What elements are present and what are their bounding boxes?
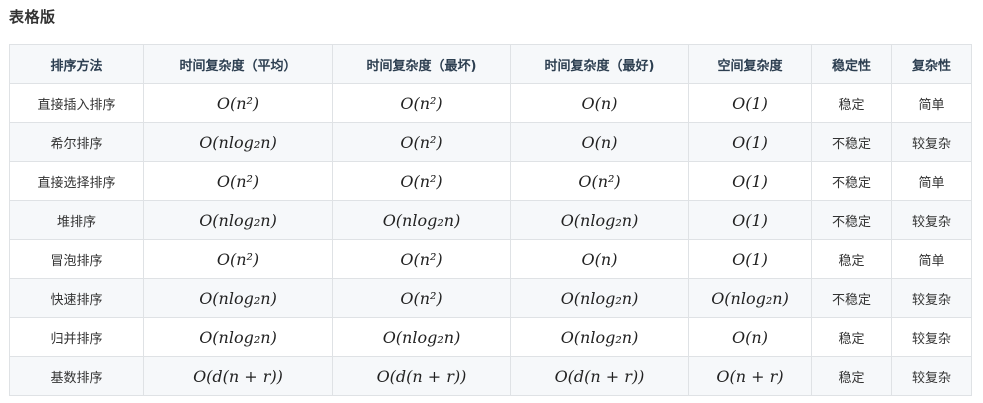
page-title: 表格版 [9, 8, 56, 26]
cell-space: O(n + r) [688, 356, 812, 396]
cell-time-worst: O(n²) [332, 239, 511, 279]
table-row: 希尔排序 O(nlog₂n) O(n²) O(n) O(1) 不稳定 较复杂 [9, 122, 972, 162]
cell-time-best: O(n) [510, 239, 689, 279]
cell-time-average: O(n²) [143, 239, 333, 279]
header-time-worst: 时间复杂度（最坏) [332, 44, 511, 84]
cell-stability: 稳定 [811, 317, 892, 357]
cell-time-worst: O(d(n + r)) [332, 356, 511, 396]
cell-complexity: 较复杂 [891, 317, 972, 357]
cell-time-average: O(nlog₂n) [143, 122, 333, 162]
cell-time-average: O(n²) [143, 161, 333, 201]
cell-space: O(1) [688, 200, 812, 240]
cell-space: O(1) [688, 161, 812, 201]
cell-time-best: O(n²) [510, 161, 689, 201]
cell-time-worst: O(nlog₂n) [332, 200, 511, 240]
cell-time-best: O(nlog₂n) [510, 317, 689, 357]
table-row: 基数排序 O(d(n + r)) O(d(n + r)) O(d(n + r))… [9, 356, 972, 396]
cell-space: O(n) [688, 317, 812, 357]
header-time-best: 时间复杂度（最好) [510, 44, 689, 84]
cell-stability: 稳定 [811, 83, 892, 123]
cell-method: 直接选择排序 [9, 161, 144, 201]
cell-stability: 稳定 [811, 239, 892, 279]
cell-time-best: O(nlog₂n) [510, 200, 689, 240]
cell-time-worst: O(n²) [332, 161, 511, 201]
header-complexity: 复杂性 [891, 44, 972, 84]
table-row: 归并排序 O(nlog₂n) O(nlog₂n) O(nlog₂n) O(n) … [9, 317, 972, 357]
cell-space: O(nlog₂n) [688, 278, 812, 318]
cell-stability: 不稳定 [811, 200, 892, 240]
cell-stability: 不稳定 [811, 122, 892, 162]
cell-method: 希尔排序 [9, 122, 144, 162]
cell-method: 冒泡排序 [9, 239, 144, 279]
cell-complexity: 简单 [891, 239, 972, 279]
cell-method: 快速排序 [9, 278, 144, 318]
table-row: 快速排序 O(nlog₂n) O(n²) O(nlog₂n) O(nlog₂n)… [9, 278, 972, 318]
header-time-average: 时间复杂度（平均） [143, 44, 333, 84]
cell-stability: 不稳定 [811, 278, 892, 318]
cell-space: O(1) [688, 239, 812, 279]
cell-space: O(1) [688, 122, 812, 162]
cell-method: 基数排序 [9, 356, 144, 396]
cell-complexity: 较复杂 [891, 122, 972, 162]
cell-method: 直接插入排序 [9, 83, 144, 123]
table-row: 冒泡排序 O(n²) O(n²) O(n) O(1) 稳定 简单 [9, 239, 972, 279]
cell-complexity: 较复杂 [891, 356, 972, 396]
cell-time-average: O(d(n + r)) [143, 356, 333, 396]
cell-time-average: O(nlog₂n) [143, 200, 333, 240]
cell-stability: 稳定 [811, 356, 892, 396]
header-stability: 稳定性 [811, 44, 892, 84]
cell-time-average: O(nlog₂n) [143, 278, 333, 318]
cell-time-average: O(n²) [143, 83, 333, 123]
cell-time-worst: O(n²) [332, 122, 511, 162]
cell-time-worst: O(nlog₂n) [332, 317, 511, 357]
table-row: 直接选择排序 O(n²) O(n²) O(n²) O(1) 不稳定 简单 [9, 161, 972, 201]
cell-time-average: O(nlog₂n) [143, 317, 333, 357]
cell-space: O(1) [688, 83, 812, 123]
cell-complexity: 较复杂 [891, 278, 972, 318]
header-space: 空间复杂度 [688, 44, 812, 84]
table-row: 堆排序 O(nlog₂n) O(nlog₂n) O(nlog₂n) O(1) 不… [9, 200, 972, 240]
cell-time-worst: O(n²) [332, 278, 511, 318]
cell-method: 堆排序 [9, 200, 144, 240]
cell-stability: 不稳定 [811, 161, 892, 201]
header-sort-method: 排序方法 [9, 44, 144, 84]
sorting-complexity-table: 排序方法 时间复杂度（平均） 时间复杂度（最坏) 时间复杂度（最好) 空间复杂度… [9, 44, 972, 396]
cell-complexity: 简单 [891, 161, 972, 201]
cell-method: 归并排序 [9, 317, 144, 357]
cell-time-best: O(n) [510, 83, 689, 123]
cell-complexity: 简单 [891, 83, 972, 123]
cell-complexity: 较复杂 [891, 200, 972, 240]
table-header-row: 排序方法 时间复杂度（平均） 时间复杂度（最坏) 时间复杂度（最好) 空间复杂度… [9, 44, 972, 84]
cell-time-best: O(d(n + r)) [510, 356, 689, 396]
cell-time-worst: O(n²) [332, 83, 511, 123]
table-row: 直接插入排序 O(n²) O(n²) O(n) O(1) 稳定 简单 [9, 83, 972, 123]
cell-time-best: O(nlog₂n) [510, 278, 689, 318]
cell-time-best: O(n) [510, 122, 689, 162]
